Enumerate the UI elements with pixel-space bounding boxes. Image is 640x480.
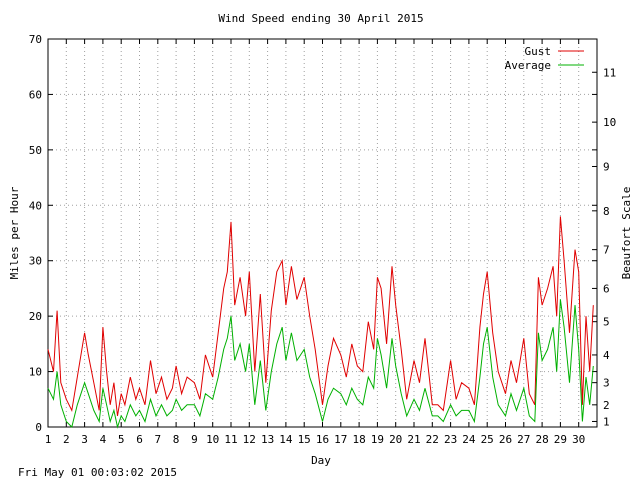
x-tick-label: 13 xyxy=(261,433,274,446)
footer-timestamp: Fri May 01 00:03:02 2015 xyxy=(18,466,177,479)
x-tick-label: 17 xyxy=(334,433,347,446)
x-tick-label: 16 xyxy=(316,433,329,446)
x-tick-label: 9 xyxy=(191,433,198,446)
grid xyxy=(48,39,597,427)
y-tick-label: 60 xyxy=(29,88,42,101)
x-tick-label: 11 xyxy=(224,433,237,446)
x-tick-label: 24 xyxy=(462,433,476,446)
legend-label-gust: Gust xyxy=(525,45,552,58)
x-tick-label: 26 xyxy=(499,433,512,446)
series xyxy=(47,216,594,429)
series-line-average xyxy=(47,299,594,429)
x-tick-label: 4 xyxy=(100,433,107,446)
x-tick-label: 30 xyxy=(572,433,585,446)
beaufort-tick-label: 10 xyxy=(603,116,616,129)
y-tick-label: 40 xyxy=(29,199,42,212)
x-tick-label: 6 xyxy=(136,433,143,446)
chart-title: Wind Speed ending 30 April 2015 xyxy=(218,12,423,25)
x-tick-label: 23 xyxy=(444,433,457,446)
x-tick-label: 15 xyxy=(298,433,311,446)
beaufort-tick-label: 4 xyxy=(603,349,610,362)
y-tick-label: 30 xyxy=(29,255,42,268)
x-tick-label: 8 xyxy=(173,433,180,446)
x-tick-label: 21 xyxy=(407,433,420,446)
beaufort-tick-label: 8 xyxy=(603,205,610,218)
beaufort-tick-label: 7 xyxy=(603,244,610,257)
beaufort-tick-label: 1 xyxy=(603,415,610,428)
x-tick-label: 20 xyxy=(389,433,402,446)
beaufort-tick-label: 2 xyxy=(603,399,610,412)
x-tick-label: 1 xyxy=(45,433,52,446)
x-tick-label: 10 xyxy=(206,433,219,446)
beaufort-tick-label: 5 xyxy=(603,316,610,329)
x-tick-label: 19 xyxy=(371,433,384,446)
x-axis-label: Day xyxy=(311,454,331,467)
beaufort-tick-label: 11 xyxy=(603,66,616,79)
x-tick-label: 7 xyxy=(154,433,161,446)
plot-border xyxy=(47,38,598,428)
x-tick-label: 12 xyxy=(243,433,256,446)
x-tick-label: 25 xyxy=(481,433,494,446)
beaufort-tick-label: 3 xyxy=(603,377,610,390)
x-tick-label: 22 xyxy=(426,433,439,446)
y-tick-label: 10 xyxy=(29,366,42,379)
y-axis-label: Miles per Hour xyxy=(8,186,21,279)
y-tick-label: 20 xyxy=(29,310,42,323)
x-tick-label: 2 xyxy=(63,433,70,446)
y-tick-label: 50 xyxy=(29,144,42,157)
y2-axis-label: Beaufort Scale xyxy=(620,187,633,280)
x-tick-label: 29 xyxy=(554,433,567,446)
x-tick-label: 28 xyxy=(535,433,548,446)
x-tick-label: 27 xyxy=(517,433,530,446)
y-tick-label: 0 xyxy=(35,421,42,434)
x-tick-label: 18 xyxy=(352,433,365,446)
x-tick-label: 3 xyxy=(81,433,88,446)
beaufort-tick-label: 6 xyxy=(603,282,610,295)
y-tick-label: 70 xyxy=(29,33,42,46)
x-tick-label: 14 xyxy=(279,433,293,446)
legend-label-average: Average xyxy=(505,59,551,72)
beaufort-tick-label: 9 xyxy=(603,160,610,173)
series-line-gust xyxy=(47,216,594,416)
x-tick-label: 5 xyxy=(118,433,125,446)
